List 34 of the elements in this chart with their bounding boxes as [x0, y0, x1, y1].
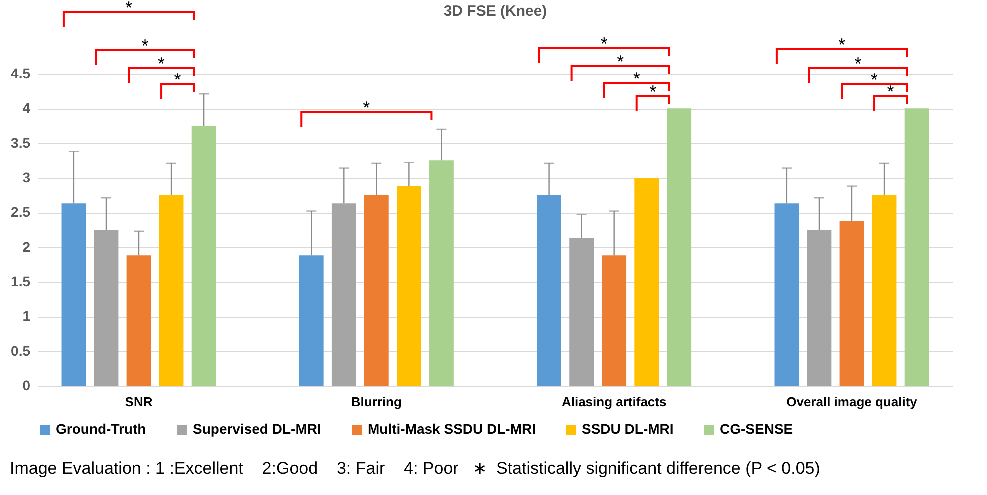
text: * [126, 0, 133, 18]
legend-label: CG-SENSE [720, 421, 794, 437]
y-tick-label: 1.5 [11, 274, 31, 290]
annotation: * [174, 70, 182, 90]
annotation: * [633, 69, 640, 89]
y-tick-label: 4.5 [11, 66, 31, 82]
y-tick-label: 2.5 [11, 204, 31, 220]
text: * [158, 54, 166, 74]
text: * [838, 35, 846, 55]
x-tick-label: Blurring [351, 394, 402, 410]
y-tick-label: 3.5 [11, 134, 31, 151]
legend-label: Supervised DL-MRI [193, 421, 322, 437]
y-tick-label: 3 [22, 170, 31, 186]
legend-label: SSDU DL-MRI [582, 421, 674, 437]
text: * [142, 36, 149, 56]
annotation: * [887, 82, 894, 102]
annotation: * [871, 70, 878, 90]
annotation: * [363, 98, 370, 118]
legend-label: Multi-Mask SSDU DL-MRI [368, 421, 536, 437]
y-tick-label: 2 [22, 238, 31, 255]
y-tick-label: 0.5 [11, 342, 31, 359]
text: * [854, 54, 862, 74]
chart-title: 3D FSE (Knee) [444, 3, 548, 20]
y-tick-label: 0 [22, 378, 31, 394]
x-tick-label: Aliasing artifacts [562, 394, 667, 410]
x-tick-label: Overall image quality [786, 394, 918, 410]
y-tick-label: 1 [22, 308, 31, 324]
legend-label: Ground-Truth [56, 421, 146, 437]
text: * [600, 34, 608, 54]
text: * [617, 52, 624, 72]
x-tick-label: SNR [125, 394, 154, 410]
annotation: * [650, 82, 657, 102]
text: Image Evaluation : 1 :Excellent 2:Good 3: Fair 4: Poor ∗ Statistically significant difference (P < 0.05) [9, 458, 822, 479]
y-tick-label: 4 [22, 100, 31, 116]
